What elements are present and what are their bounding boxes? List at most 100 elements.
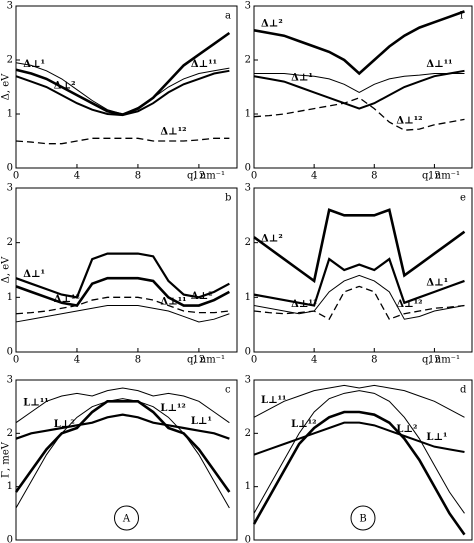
x-axis-label: q, nm⁻¹ — [422, 355, 460, 366]
series-label: Δ⊥¹² — [160, 127, 186, 138]
x-tick-label: 4 — [74, 171, 80, 182]
x-tick-label: 12 — [193, 171, 206, 182]
series-line — [253, 285, 465, 321]
plot-frame — [253, 379, 473, 541]
annotation-circle — [350, 505, 376, 531]
series-line — [253, 257, 465, 307]
plot-frame — [253, 187, 473, 353]
panel-title: l — [460, 11, 463, 22]
series-label: Δ⊥¹ — [23, 269, 45, 280]
y-tick-label: 3 — [7, 375, 13, 386]
y-tick-label: 1 — [7, 292, 13, 303]
annotation: A — [122, 514, 131, 525]
series-line — [15, 276, 230, 307]
y-tick-label: 2 — [7, 237, 13, 248]
y-axis-label: Δ, eV — [1, 256, 12, 283]
x-axis-label: q, nm⁻¹ — [187, 355, 225, 366]
series-line — [15, 305, 230, 323]
y-tick-label: 3 — [245, 183, 251, 194]
y-tick-label: 1 — [245, 109, 251, 120]
series-line — [253, 390, 465, 514]
series-line — [253, 208, 466, 284]
series-line — [253, 97, 465, 131]
series-line — [15, 387, 230, 424]
y-tick-label: 3 — [245, 1, 251, 12]
series-label: L⊥¹¹ — [261, 395, 286, 406]
series-line — [15, 62, 230, 115]
series-label: L⊥¹² — [160, 403, 185, 414]
panel-title: b — [225, 193, 231, 204]
y-tick-label: 3 — [7, 1, 13, 12]
x-tick-label: 0 — [251, 355, 257, 366]
series-label: Δ⊥¹¹ — [291, 299, 317, 310]
x-tick-label: 12 — [428, 171, 441, 182]
panel-title: e — [460, 193, 466, 204]
series-line — [253, 10, 465, 76]
y-tick-label: 1 — [245, 292, 251, 303]
x-tick-label: 4 — [311, 355, 317, 366]
y-tick-label: 0 — [245, 535, 251, 543]
y-tick-label: 1 — [7, 481, 13, 492]
series-line — [253, 274, 465, 320]
annotation-circle — [114, 505, 139, 531]
x-tick-label: 0 — [13, 355, 19, 366]
x-tick-label: 4 — [311, 171, 317, 182]
y-tick-label: 0 — [7, 347, 13, 358]
series-label: Δ⊥¹² — [396, 299, 422, 310]
series-label: Δ⊥¹ — [291, 73, 313, 84]
series-line — [15, 398, 230, 509]
y-tick-label: 2 — [245, 237, 251, 248]
series-label: L⊥¹² — [291, 419, 316, 430]
series-label: Δ⊥¹ — [23, 59, 45, 70]
series-label: L⊥¹¹ — [23, 398, 48, 409]
y-tick-label: 2 — [7, 55, 13, 66]
series-line — [253, 384, 465, 418]
x-tick-label: 4 — [74, 355, 80, 366]
x-tick-label: 0 — [251, 171, 257, 182]
series-line — [252, 410, 466, 536]
series-line — [253, 421, 465, 456]
y-tick-label: 0 — [7, 535, 13, 543]
x-axis-label: q, nm⁻¹ — [187, 171, 225, 182]
annotation: B — [359, 514, 366, 525]
y-axis-label: Δ, eV — [1, 73, 12, 100]
series-label: L⊥² — [396, 424, 417, 435]
series-label: Δ⊥² — [261, 19, 283, 30]
x-tick-label: 0 — [13, 171, 19, 182]
series-label: Δ⊥¹¹ — [426, 59, 452, 70]
series-line — [15, 296, 230, 315]
x-tick-label: 8 — [135, 355, 141, 366]
series-line — [254, 73, 465, 93]
y-axis-label: Γ, meV — [1, 441, 12, 478]
x-tick-label: 12 — [428, 355, 441, 366]
series-label: Δ⊥¹¹ — [191, 59, 217, 70]
y-tick-label: 0 — [7, 163, 13, 174]
series-label: Δ⊥¹¹ — [160, 297, 186, 308]
x-tick-label: 8 — [135, 171, 141, 182]
x-tick-label: 8 — [371, 171, 377, 182]
series-label: Δ⊥² — [191, 291, 213, 302]
y-tick-label: 3 — [7, 183, 13, 194]
series-label: Δ⊥² — [54, 81, 76, 92]
panel-title: a — [225, 11, 231, 22]
series-line — [15, 69, 230, 117]
plot-frame — [15, 187, 238, 353]
y-tick-label: 3 — [245, 375, 251, 386]
x-axis-label: q, nm⁻¹ — [422, 171, 460, 182]
series-line — [15, 137, 230, 145]
series-label: Δ⊥² — [261, 234, 283, 245]
series-label: L⊥² — [54, 419, 75, 430]
series-label: L⊥¹ — [191, 416, 212, 427]
x-tick-label: 12 — [193, 355, 206, 366]
plot-frame — [253, 5, 473, 169]
y-tick-label: 2 — [245, 428, 251, 439]
panel-title: d — [460, 385, 467, 396]
y-tick-label: 1 — [245, 481, 251, 492]
y-tick-label: 2 — [7, 428, 13, 439]
y-tick-label: 2 — [245, 55, 251, 66]
series-line — [15, 413, 230, 440]
series-line — [15, 252, 230, 299]
y-tick-label: 0 — [245, 163, 251, 174]
series-label: L⊥¹ — [426, 432, 447, 443]
